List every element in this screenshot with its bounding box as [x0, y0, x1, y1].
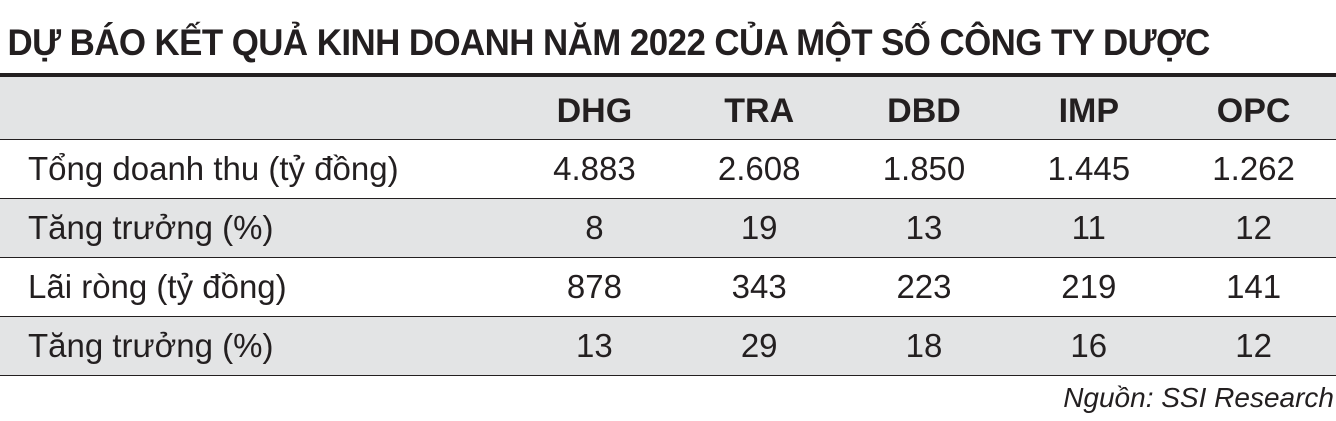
cell-value: 1.850	[841, 139, 1007, 199]
source-note: Nguồn: SSI Research	[1063, 382, 1334, 413]
cell-value: 878	[512, 257, 677, 317]
cell-value: 13	[512, 316, 677, 376]
cell-value: 1.262	[1171, 139, 1336, 199]
cell-value: 219	[1006, 257, 1172, 317]
cell-value: 223	[841, 257, 1007, 317]
table-row-revenue: Tổng doanh thu (tỷ đồng) 4.883 2.608 1.8…	[0, 139, 1336, 199]
cell-value: 13	[841, 198, 1007, 258]
row-label: Tăng trưởng (%)	[0, 198, 512, 258]
row-label: Tăng trưởng (%)	[0, 316, 512, 376]
cell-value: 343	[676, 257, 842, 317]
cell-value: 1.445	[1006, 139, 1172, 199]
cell-value: 19	[676, 198, 842, 258]
table-row-revenue-growth: Tăng trưởng (%) 8 19 13 11 12	[0, 198, 1336, 258]
column-header-dhg: DHG	[512, 77, 677, 140]
column-header-opc: OPC	[1171, 77, 1336, 140]
cell-value: 2.608	[676, 139, 842, 199]
cell-value: 4.883	[512, 139, 677, 199]
cell-value: 18	[841, 316, 1007, 376]
table-row-profit-growth: Tăng trưởng (%) 13 29 18 16 12	[0, 316, 1336, 376]
cell-value: 16	[1006, 316, 1172, 376]
cell-value: 12	[1171, 198, 1336, 258]
column-header-dbd: DBD	[841, 77, 1007, 140]
table-title: DỰ BÁO KẾT QUẢ KINH DOANH NĂM 2022 CỦA M…	[7, 21, 1210, 63]
row-label: Lãi ròng (tỷ đồng)	[0, 257, 512, 317]
row-label: Tổng doanh thu (tỷ đồng)	[0, 139, 512, 199]
forecast-table: DHG TRA DBD IMP OPC Tổng doanh thu (tỷ đ…	[0, 77, 1336, 376]
cell-value: 29	[676, 316, 842, 376]
column-header-imp: IMP	[1006, 77, 1172, 140]
header-empty-cell	[0, 77, 512, 140]
title-divider	[0, 73, 1336, 77]
cell-value: 8	[512, 198, 677, 258]
table-header-row: DHG TRA DBD IMP OPC	[0, 77, 1336, 140]
cell-value: 11	[1006, 198, 1172, 258]
table-row-net-profit: Lãi ròng (tỷ đồng) 878 343 223 219 141	[0, 257, 1336, 317]
column-header-tra: TRA	[676, 77, 842, 140]
cell-value: 12	[1171, 316, 1336, 376]
cell-value: 141	[1171, 257, 1336, 317]
